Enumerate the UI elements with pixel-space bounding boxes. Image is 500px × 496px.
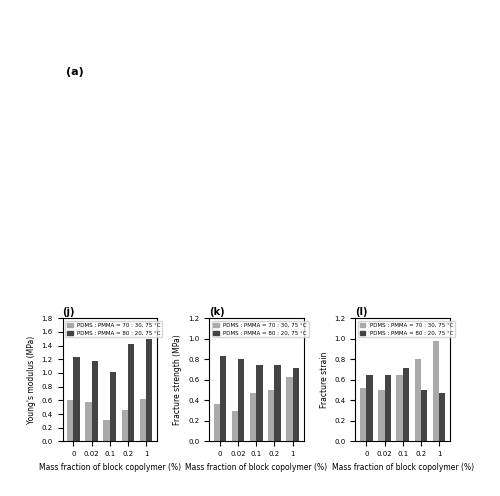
Text: (a): (a) bbox=[66, 67, 84, 77]
X-axis label: Mass fraction of block copolymer (%): Mass fraction of block copolymer (%) bbox=[332, 463, 474, 472]
Bar bbox=[67, 400, 73, 441]
Bar bbox=[128, 344, 134, 441]
Bar bbox=[274, 366, 281, 441]
Bar bbox=[396, 374, 402, 441]
Bar bbox=[250, 393, 256, 441]
Bar bbox=[378, 390, 384, 441]
Bar bbox=[366, 374, 373, 441]
Y-axis label: Young's modulus (MPa): Young's modulus (MPa) bbox=[27, 336, 36, 424]
Legend: PDMS : PMMA = 70 : 30, 75 °C, PDMS : PMMA = 80 : 20, 75 °C: PDMS : PMMA = 70 : 30, 75 °C, PDMS : PMM… bbox=[66, 321, 162, 337]
Bar bbox=[432, 341, 439, 441]
Bar bbox=[122, 410, 128, 441]
Bar bbox=[74, 357, 80, 441]
Bar bbox=[110, 372, 116, 441]
Bar bbox=[92, 361, 98, 441]
Bar bbox=[414, 359, 421, 441]
Bar bbox=[439, 393, 446, 441]
Y-axis label: Fracture strain: Fracture strain bbox=[320, 352, 329, 408]
Bar bbox=[220, 356, 226, 441]
Bar bbox=[85, 402, 91, 441]
Y-axis label: Fracture strength (MPa): Fracture strength (MPa) bbox=[174, 334, 182, 425]
Bar bbox=[268, 390, 274, 441]
Bar bbox=[104, 420, 110, 441]
Bar bbox=[232, 411, 238, 441]
Bar bbox=[292, 368, 299, 441]
Legend: PDMS : PMMA = 70 : 30, 75 °C, PDMS : PMMA = 80 : 20, 75 °C: PDMS : PMMA = 70 : 30, 75 °C, PDMS : PMM… bbox=[212, 321, 308, 337]
Bar bbox=[384, 374, 391, 441]
Bar bbox=[238, 359, 244, 441]
Bar bbox=[286, 377, 292, 441]
Bar bbox=[402, 368, 409, 441]
Text: (l): (l) bbox=[356, 308, 368, 317]
Text: (k): (k) bbox=[209, 308, 224, 317]
X-axis label: Mass fraction of block copolymer (%): Mass fraction of block copolymer (%) bbox=[38, 463, 181, 472]
Legend: PDMS : PMMA = 70 : 30, 75 °C, PDMS : PMMA = 80 : 20, 75 °C: PDMS : PMMA = 70 : 30, 75 °C, PDMS : PMM… bbox=[358, 321, 455, 337]
X-axis label: Mass fraction of block copolymer (%): Mass fraction of block copolymer (%) bbox=[185, 463, 328, 472]
Bar bbox=[256, 366, 262, 441]
Bar bbox=[421, 390, 428, 441]
Bar bbox=[146, 339, 152, 441]
Bar bbox=[214, 404, 220, 441]
Bar bbox=[140, 399, 146, 441]
Text: (j): (j) bbox=[62, 308, 75, 317]
Bar bbox=[360, 388, 366, 441]
